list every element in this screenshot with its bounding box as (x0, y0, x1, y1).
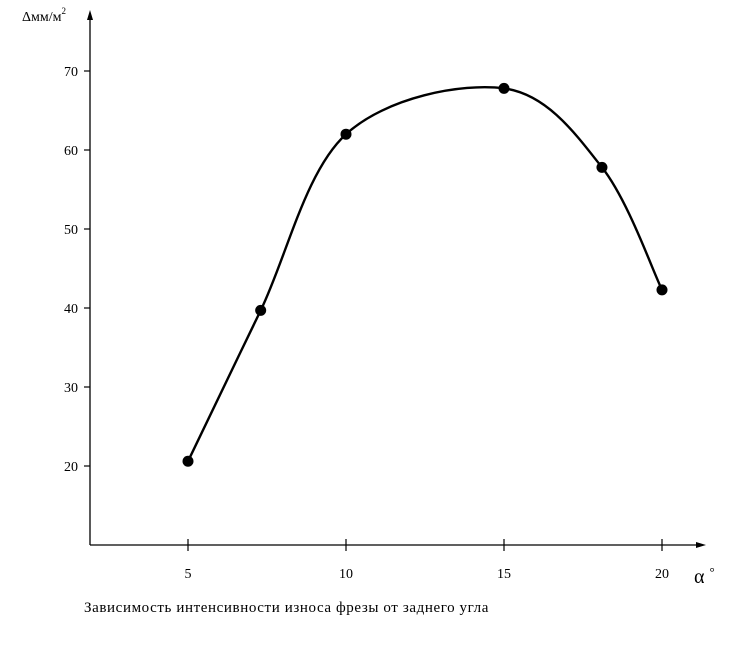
y-tick-label: 70 (64, 65, 78, 80)
x-axis-label-symbol: α (694, 566, 705, 588)
y-tick-label: 30 (64, 381, 78, 396)
data-point (596, 161, 608, 173)
data-point (498, 82, 510, 94)
y-tick-label: 50 (64, 223, 78, 238)
x-tick-label: 20 (655, 567, 669, 582)
x-tick-label: 5 (185, 567, 192, 582)
x-ticks: 5 10 15 20 (185, 539, 669, 582)
y-axis-label-unit: мм/м (31, 10, 62, 25)
x-tick-label: 15 (497, 567, 511, 582)
x-axis-arrow (696, 542, 706, 548)
data-point (340, 128, 352, 140)
data-point (656, 284, 668, 296)
data-point (182, 455, 194, 467)
x-tick-label: 10 (339, 567, 353, 582)
y-tick-label: 40 (64, 302, 78, 317)
y-axis-label: Δмм/м2 (22, 6, 66, 25)
x-axis-label-degree: ° (709, 564, 714, 579)
y-axis-label-symbol: Δ (22, 10, 31, 25)
x-axis-label: α ° (694, 564, 715, 588)
y-tick-label: 60 (64, 144, 78, 159)
data-point (255, 304, 267, 316)
y-axis-arrow (87, 10, 93, 20)
figure-caption: Зависимость интенсивности износа фрезы о… (84, 600, 489, 616)
data-points (182, 82, 668, 467)
series-line (186, 86, 664, 463)
y-tick-label: 20 (64, 460, 78, 475)
y-ticks: 20 30 40 50 60 70 (64, 65, 90, 475)
y-axis-label-sup: 2 (61, 6, 66, 16)
